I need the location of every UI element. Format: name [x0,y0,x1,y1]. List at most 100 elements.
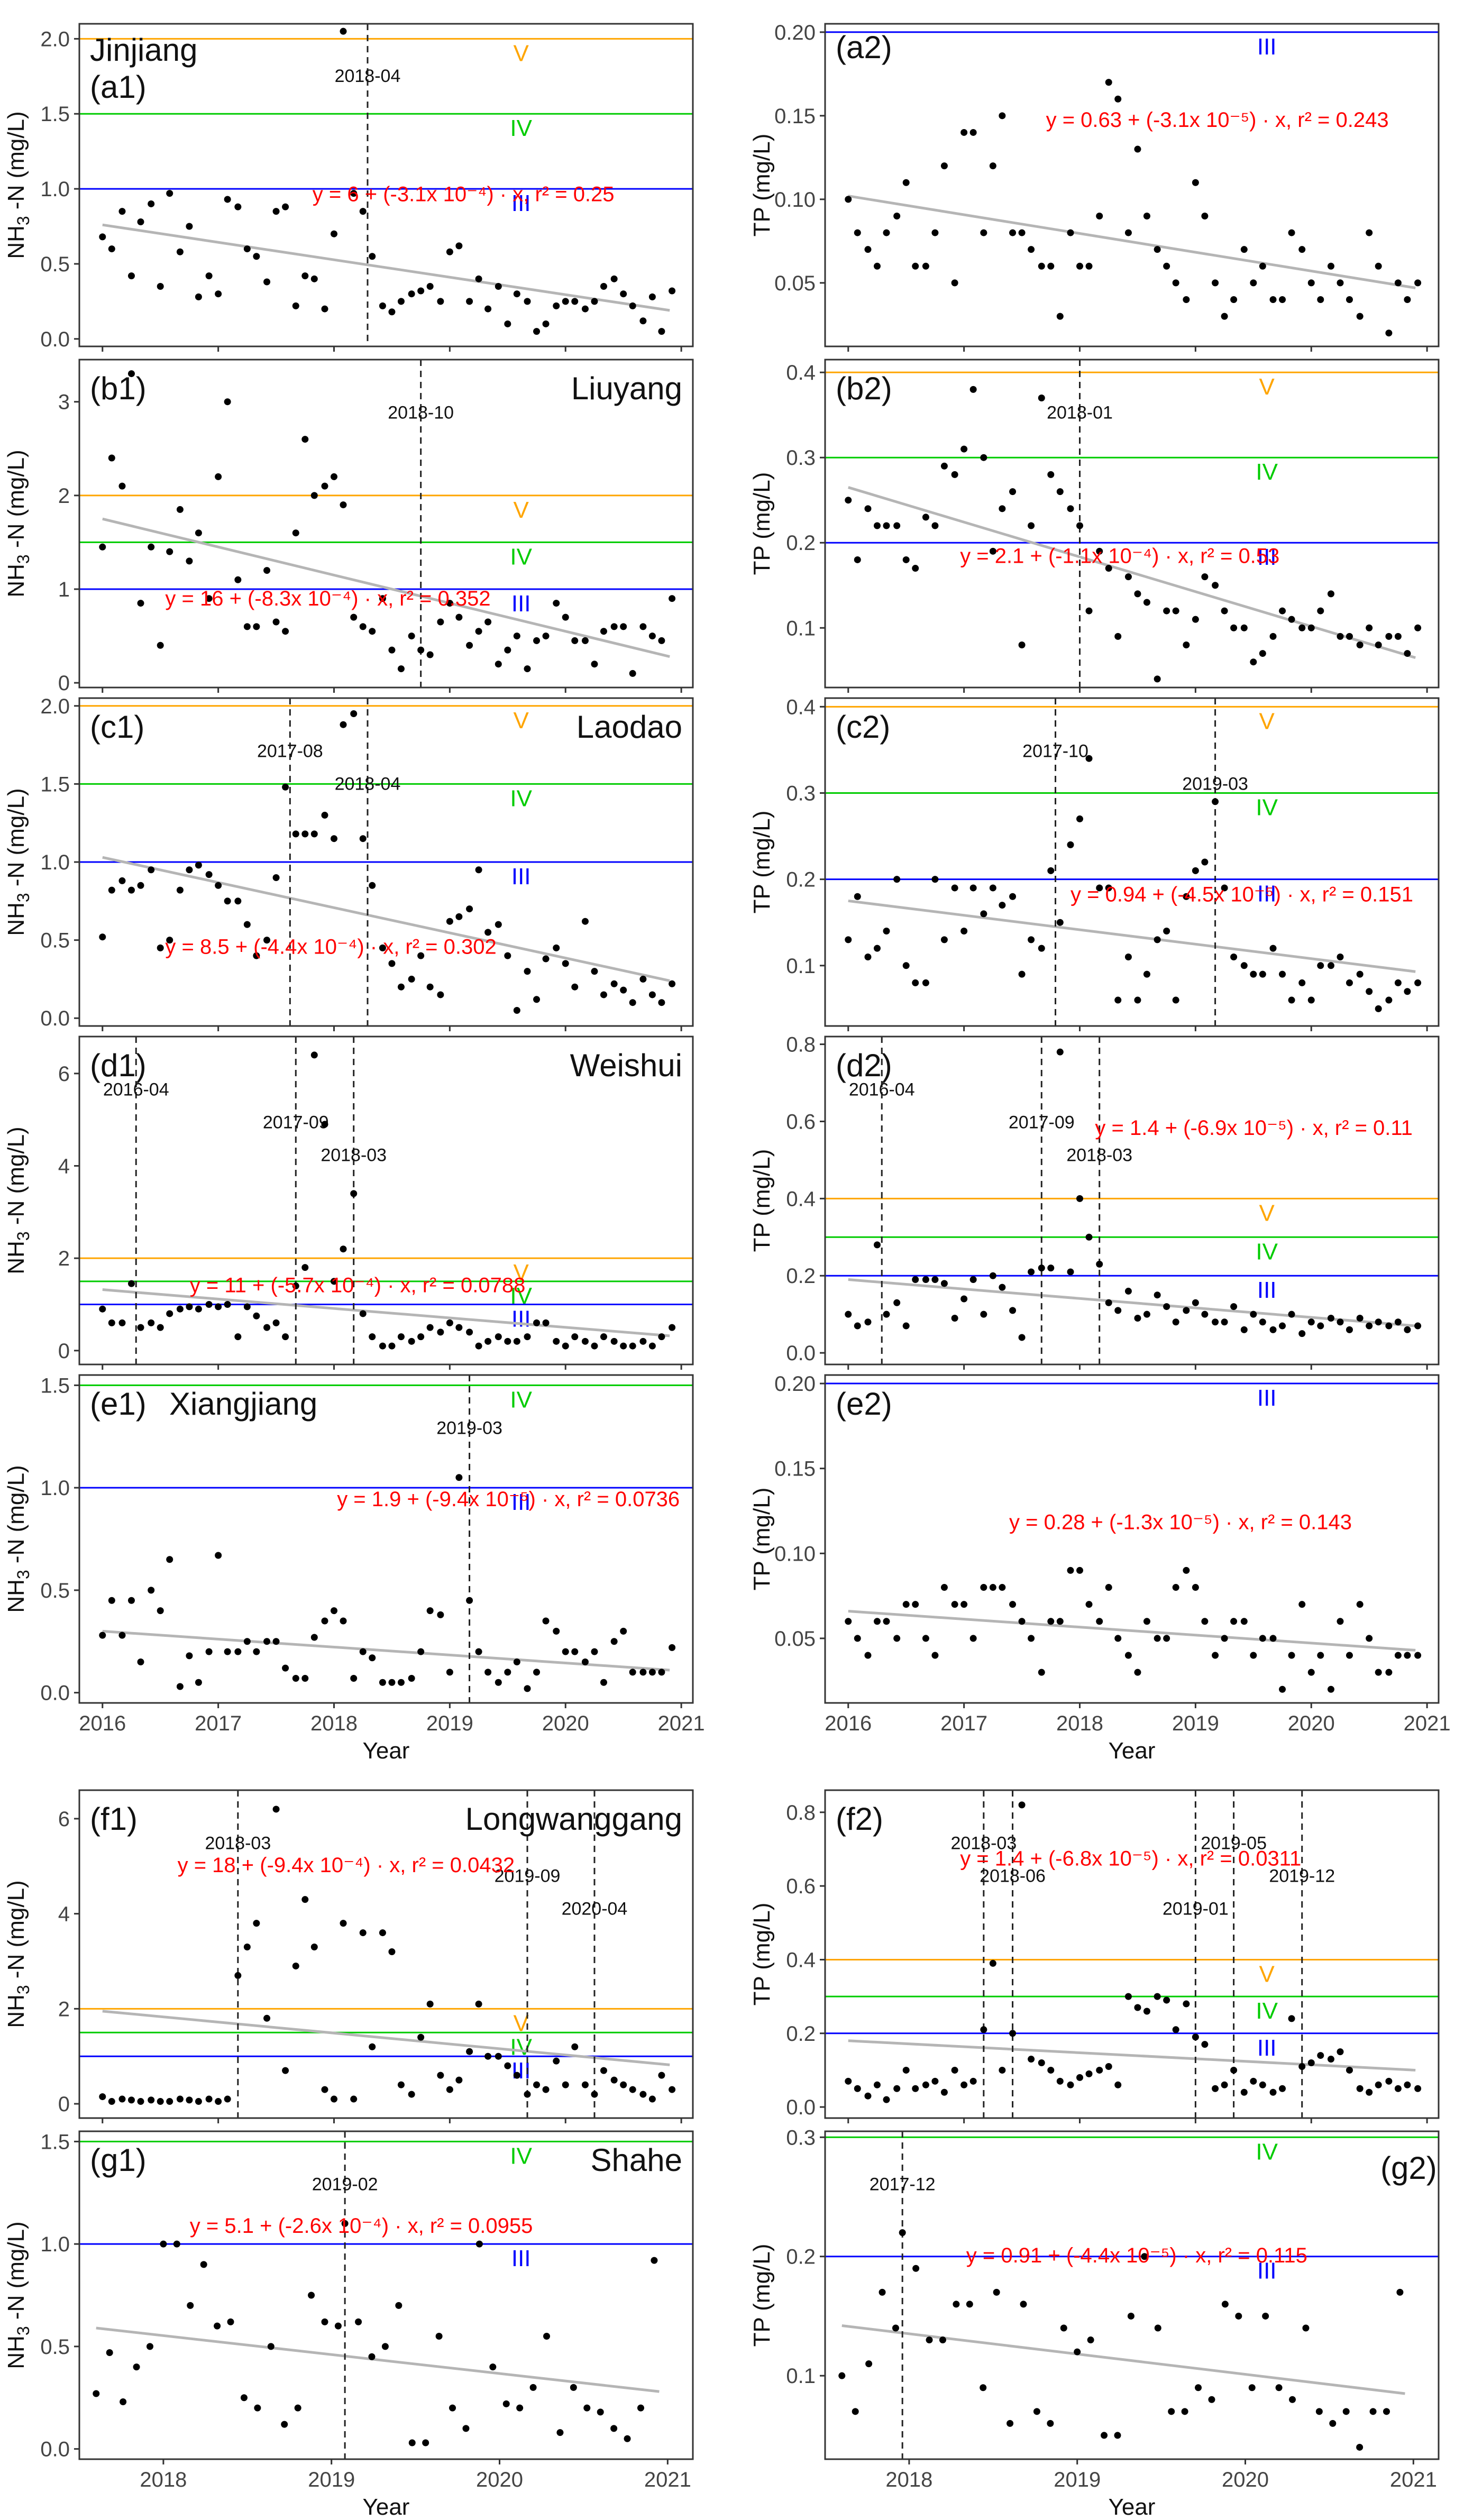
d1-point-46 [542,1319,550,1326]
g1-xtick-label-0: 2018 [140,2468,187,2491]
e2-point-20 [1038,1669,1045,1676]
f1-point-12 [215,2098,222,2105]
c1-point-44 [524,968,531,975]
f1-point-3 [127,2096,135,2104]
f2-point-35 [1183,2000,1190,2008]
b1-point-46 [542,633,550,640]
f2-point-9 [931,2077,939,2085]
b1-point-44 [524,665,531,673]
a1-point-23 [321,305,328,313]
d2-point-20 [1038,1264,1045,1272]
a2-point-0 [845,196,852,203]
c1-point-30 [388,960,396,967]
d1-point-14 [234,1333,242,1341]
g2-point-21 [1114,2432,1121,2439]
e1-trend-line [102,1629,670,1672]
c2-point-24 [1076,815,1084,822]
a1-point-27 [359,208,367,215]
d1-point-3 [127,1280,135,1287]
f2-point-36 [1192,2033,1199,2041]
f2-change-label-1: 2018-06 [980,1866,1046,1886]
c1-point-15 [243,921,251,928]
a2-point-57 [1394,279,1402,287]
f2-point-30 [1134,2004,1141,2011]
f1-point-39 [475,2000,482,2008]
f2-change-label-0: 2018-03 [950,1834,1017,1854]
c1-point-25 [340,721,347,728]
f2-point-42 [1250,2077,1257,2085]
a1-point-35 [437,298,444,305]
d1-change-label-0: 2016-04 [103,1080,169,1100]
d1-point-49 [571,1333,579,1341]
g2-xtick-label-2: 2020 [1222,2468,1269,2491]
c1-point-19 [282,783,289,791]
e2-point-47 [1298,1601,1306,1608]
b2-point-36 [1192,616,1199,623]
c1-point-1 [108,886,115,894]
c1-point-28 [369,882,376,889]
d2-point-16 [999,1284,1006,1291]
a1-point-39 [475,275,482,282]
g1-xlabel: Year [363,2494,410,2520]
f2-point-25 [1085,2070,1093,2077]
g1-point-37 [583,2404,591,2412]
e2-point-40 [1230,1618,1238,1625]
b1-point-26 [350,613,358,621]
a1-point-7 [166,190,173,197]
g1-point-32 [516,2404,524,2412]
e1-panel-label: (e1) [90,1386,147,1422]
e1-point-33 [417,1648,425,1655]
b1-point-34 [426,651,434,658]
b1-point-3 [127,370,135,378]
g2-point-12 [993,2288,1000,2296]
a1-point-43 [513,290,520,298]
b2-point-26 [1096,547,1103,555]
f1-change-label-0: 2018-03 [205,1834,271,1854]
b1-point-15 [243,623,251,630]
a1-point-8 [176,248,184,255]
c1-grade-III-label: III [511,864,531,890]
a1-point-24 [331,230,338,237]
a2-point-47 [1298,246,1306,253]
b2-point-11 [951,471,958,478]
b2-ytick-label-2: 0.3 [786,446,816,470]
e1-point-9 [186,1652,193,1660]
a1-point-44 [524,298,531,305]
g2-point-10 [966,2301,973,2308]
c2-ytick-label-0: 0.1 [786,955,816,978]
e2-point-36 [1192,1584,1199,1591]
a1-point-53 [610,275,618,282]
c2-point-42 [1250,970,1257,978]
c2-point-4 [883,928,890,935]
c2-point-32 [1154,936,1161,943]
e2-point-0 [845,1618,852,1625]
d2-point-10 [940,1280,948,1287]
d2-point-30 [1134,1314,1141,1322]
e1-grade-III-label: III [511,1489,531,1515]
c1-ytick-label-0: 0.0 [40,1007,70,1030]
e2-point-19 [1028,1635,1035,1642]
b2-point-59 [1414,624,1422,631]
a2-point-46 [1288,229,1295,236]
e2-xlabel: Year [1109,1738,1156,1764]
d2-ytick-label-0: 0.0 [786,1342,816,1365]
d2-point-58 [1404,1326,1411,1333]
d2-point-0 [845,1311,852,1318]
a1-point-10 [195,293,202,300]
b1-ytick-label-1: 1 [58,578,70,601]
g1-point-39 [610,2425,618,2432]
c1-point-57 [648,991,656,998]
b1-point-6 [157,642,164,649]
c2-point-46 [1288,996,1295,1004]
b1-point-45 [533,637,541,644]
c1-point-6 [157,944,164,951]
f2-point-14 [980,2026,987,2033]
c1-point-53 [610,980,618,987]
f1-point-9 [186,2096,193,2104]
f1-point-0 [99,2093,106,2101]
b1-point-39 [475,628,482,635]
g2-point-35 [1302,2324,1310,2332]
c1-point-34 [426,983,434,991]
e2-point-29 [1124,1652,1132,1659]
e1-ylabel: NH3 -N (mg/L) [3,1465,33,1612]
